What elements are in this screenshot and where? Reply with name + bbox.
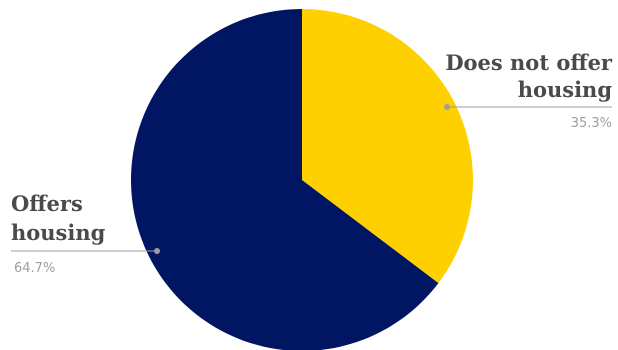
label-offers-housing: Offers housing 64.7% bbox=[11, 191, 160, 276]
leader-dot bbox=[444, 104, 450, 110]
slice-label-line-1: Does not offer bbox=[445, 50, 613, 75]
label-does-not-offer-housing: Does not offer housing 35.3% bbox=[444, 50, 613, 131]
pie-slice-1 bbox=[131, 9, 439, 350]
slice-label-line-2: housing bbox=[11, 220, 106, 245]
slice-value-label: 35.3% bbox=[571, 116, 612, 131]
pie-slice-0 bbox=[302, 9, 473, 284]
leader-dot bbox=[154, 248, 160, 254]
pie-slices bbox=[131, 9, 473, 350]
slice-label-line-1: Offers bbox=[11, 191, 83, 216]
slice-value-label: 64.7% bbox=[14, 261, 55, 276]
slice-label-line-2: housing bbox=[518, 77, 613, 102]
